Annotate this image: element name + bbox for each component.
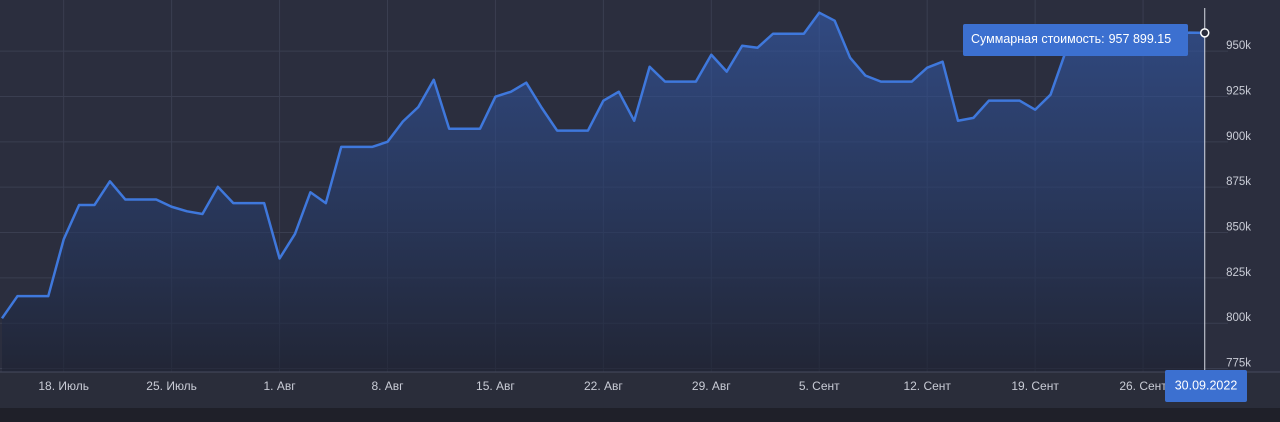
footer-band — [0, 408, 1280, 422]
date-box — [1165, 370, 1247, 402]
x-tick-label: 22. Авг — [584, 379, 623, 393]
x-tick-label: 5. Сент — [799, 379, 840, 393]
y-tick-label: 900k — [1226, 131, 1251, 143]
line — [0, 11, 1205, 320]
tooltip-value: 957 899.15 — [1109, 32, 1172, 46]
y-tick-label: 775k — [1226, 358, 1251, 370]
y-tick-label: 800k — [1226, 312, 1251, 324]
area-fill — [2, 12, 1205, 372]
y-tick-label: 825k — [1226, 267, 1251, 279]
x-tick-label: 15. Авг — [476, 379, 515, 393]
x-tick-label: 12. Сент — [903, 379, 951, 393]
tooltip-text: Суммарная стоимость: 957 899.15 — [971, 32, 1171, 46]
x-tick-label: 19. Сент — [1011, 379, 1059, 393]
series — [0, 11, 1205, 372]
x-tick-label: 29. Авг — [692, 379, 731, 393]
tooltip-box — [963, 24, 1188, 56]
x-tick-label: 18. Июль — [38, 379, 89, 393]
tooltip: Суммарная стоимость: 957 899.15 30.09.2022 — [963, 8, 1247, 402]
axes: 775k 800k 825k 850k 875k 900k 925k 950k 18. Июль… — [0, 40, 1280, 393]
x-tick-label: 25. Июль — [146, 379, 197, 393]
hover-point — [1199, 28, 1210, 38]
tooltip-series: Суммарная стоимость: — [971, 32, 1105, 46]
y-tick-label: 950k — [1226, 40, 1251, 52]
x-tick-label: 8. Авг — [371, 379, 404, 393]
y-tick-label: 875k — [1226, 176, 1251, 188]
y-tick-label: 925k — [1226, 86, 1251, 98]
date-label: 30.09.2022 — [1175, 378, 1238, 392]
x-tick-label: 26. Сент — [1119, 379, 1167, 393]
x-axis-band — [0, 372, 1280, 408]
x-tick-label: 1. Авг — [264, 379, 297, 393]
y-tick-label: 850k — [1226, 222, 1251, 234]
